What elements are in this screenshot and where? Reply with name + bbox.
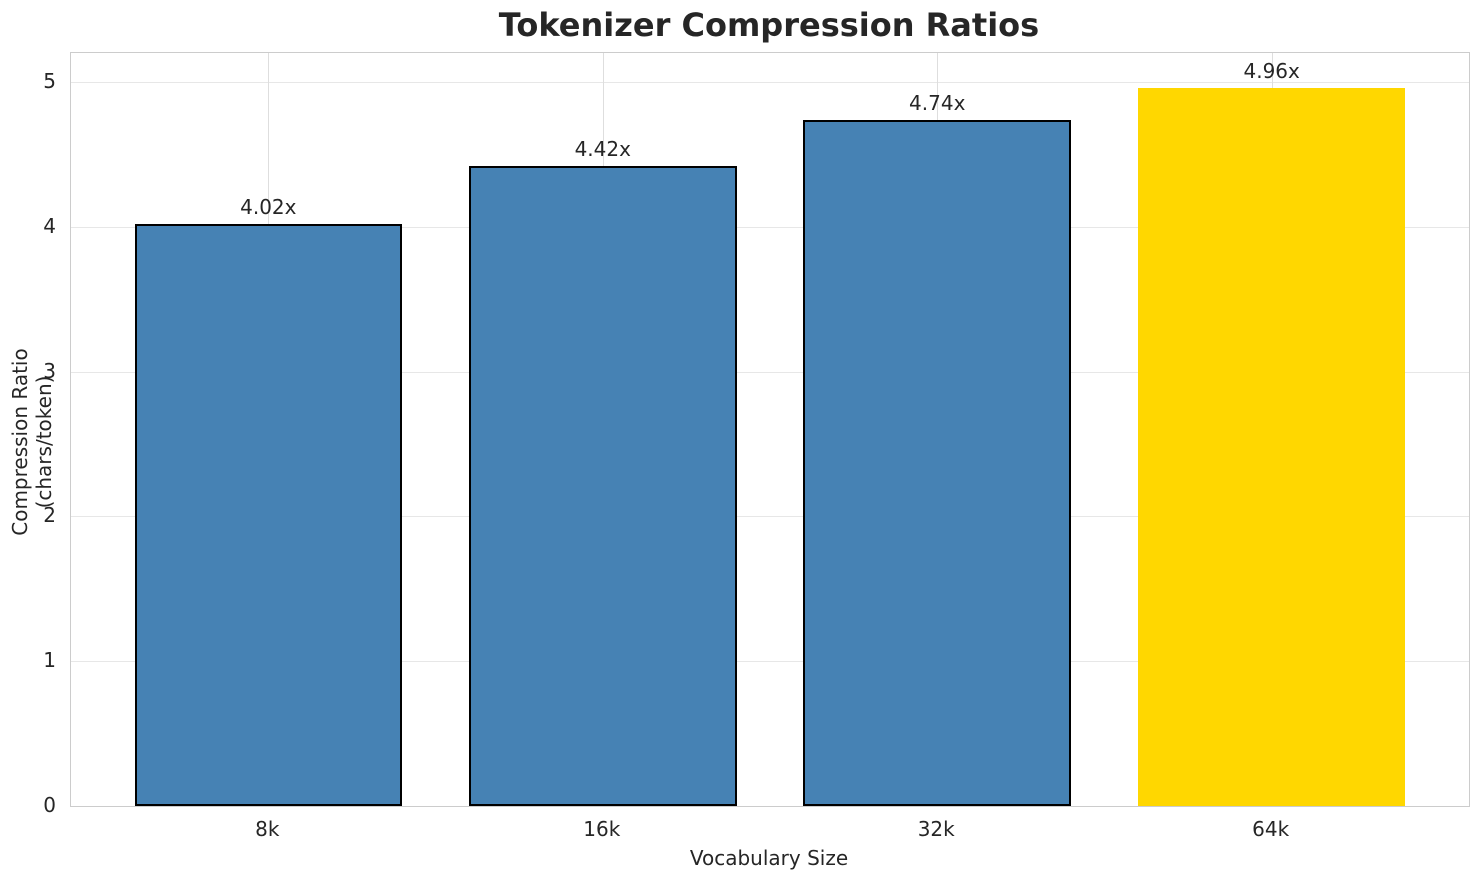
x-tick-label-16k: 16k [583,817,621,841]
y-tick-label-5: 5 [43,68,56,93]
chart-title: Tokenizer Compression Ratios [498,6,1040,44]
bar-32k [803,119,1071,806]
x-tick-label-32k: 32k [917,817,955,841]
plot-area: 4.02x 4.42x 4.74x 4.96x [70,52,1470,807]
bar-value-label-32k: 4.74x [909,90,966,115]
y-tick-label-4: 4 [43,213,56,238]
gridline-h-5 [71,81,1469,83]
bar-64k [1137,87,1406,806]
y-tick-label-1: 1 [43,648,56,673]
bar-16k [468,165,737,806]
bar-8k [134,223,403,806]
bar-value-label-64k: 4.96x [1243,58,1300,83]
y-axis-label: Compression Ratio (chars/token) [8,348,56,536]
bar-value-label-16k: 4.42x [574,136,631,161]
y-tick-label-2: 2 [43,503,56,528]
x-tick-label-8k: 8k [255,817,280,841]
gridline-h-4 [71,226,1469,228]
gridline-h-2 [71,516,1469,518]
gridline-h-1 [71,661,1469,663]
y-tick-label-0: 0 [43,793,56,817]
x-tick-label-64k: 64k [1252,817,1290,841]
bar-value-label-8k: 4.02x [240,194,297,219]
x-axis-label: Vocabulary Size [689,846,849,870]
gridline-h-3 [71,371,1469,373]
y-tick-label-3: 3 [43,358,56,383]
